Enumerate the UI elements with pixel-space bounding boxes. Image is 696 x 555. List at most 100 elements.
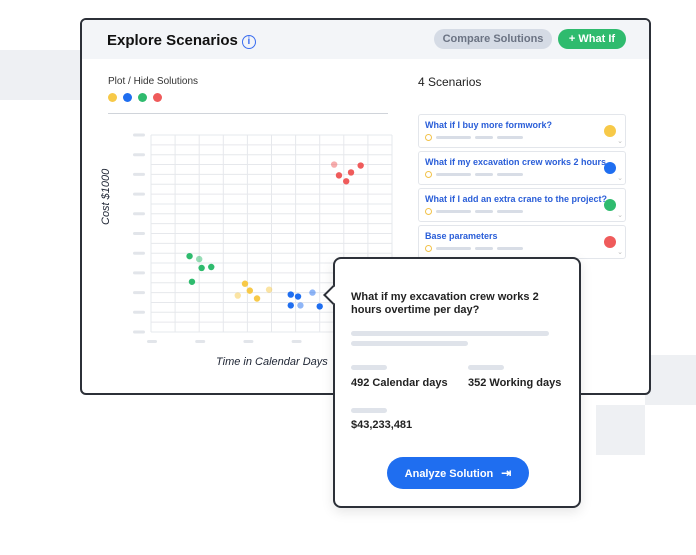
data-point <box>265 286 273 293</box>
placeholder-bar <box>475 173 493 176</box>
plot-hide-label: Plot / Hide Solutions <box>108 76 199 87</box>
decor-block <box>0 50 80 100</box>
data-point <box>309 289 316 296</box>
x-tick-placeholder <box>291 340 302 343</box>
data-point <box>316 303 323 310</box>
scenarios-count: 4 Scenarios <box>418 75 482 89</box>
chevron-down-icon[interactable]: ⌄ <box>617 138 623 145</box>
placeholder-bar <box>497 210 523 213</box>
warning-icon <box>425 208 432 215</box>
placeholder-bar <box>468 365 504 370</box>
explore-scenarios-window: Explore Scenarios i Compare Solutions + W… <box>80 18 651 395</box>
scenario-color-dot <box>604 236 616 248</box>
data-point <box>241 280 249 287</box>
y-tick-placeholder <box>133 271 145 275</box>
scenario-card[interactable]: What if I buy more formwork? ⌄ <box>418 114 626 148</box>
placeholder-bar <box>351 365 387 370</box>
export-icon: ⇥ <box>501 466 512 480</box>
data-point <box>208 263 215 271</box>
x-tick-placeholder <box>243 340 254 343</box>
y-tick-placeholder <box>133 330 145 334</box>
data-point <box>287 302 294 309</box>
data-point <box>246 287 254 294</box>
scenario-card[interactable]: Base parameters ⌄ <box>418 225 626 259</box>
data-point <box>196 255 203 263</box>
data-point <box>188 278 196 285</box>
x-tick-placeholder <box>195 340 206 343</box>
chevron-down-icon[interactable]: ⌄ <box>617 175 623 182</box>
decor-block <box>596 405 645 455</box>
placeholder-bar <box>497 136 523 139</box>
scenario-color-dot <box>604 162 616 174</box>
placeholder-bar <box>497 247 523 250</box>
y-tick-placeholder <box>133 212 145 216</box>
warning-icon <box>425 134 432 141</box>
placeholder-bar <box>475 210 493 213</box>
scenario-title: Base parameters <box>425 231 498 241</box>
cost-value: $43,233,481 <box>351 419 413 431</box>
title-text: Explore Scenarios <box>107 32 238 49</box>
analyze-label: Analyze Solution <box>404 468 494 480</box>
placeholder-bar <box>351 341 468 346</box>
data-point <box>198 264 205 272</box>
calendar-days-value: 492 Calendar days <box>351 377 448 389</box>
compare-solutions-button[interactable]: Compare Solutions <box>434 29 552 49</box>
scatter-chart <box>133 133 393 343</box>
placeholder-bar <box>436 136 471 139</box>
toggle-yellow-solution[interactable] <box>108 93 117 102</box>
y-tick-placeholder <box>133 192 145 196</box>
scenario-title: What if I buy more formwork? <box>425 120 553 130</box>
add-what-if-button[interactable]: + What If <box>558 29 626 49</box>
placeholder-bar <box>497 173 523 176</box>
scenario-title: What if my excavation crew works 2 hours… <box>425 157 614 167</box>
warning-icon <box>425 171 432 178</box>
y-tick-placeholder <box>133 133 145 137</box>
placeholder-bar <box>475 247 493 250</box>
y-tick-placeholder <box>133 251 145 255</box>
y-axis-label: Cost $1000 <box>100 168 112 225</box>
chevron-down-icon[interactable]: ⌄ <box>617 249 623 256</box>
y-tick-placeholder <box>133 153 145 157</box>
data-point <box>335 172 343 179</box>
data-point <box>186 252 193 260</box>
scenario-color-dot <box>604 125 616 137</box>
scenario-card[interactable]: What if I add an extra crane to the proj… <box>418 188 626 222</box>
placeholder-bar <box>351 408 387 413</box>
warning-icon <box>425 245 432 252</box>
x-axis-label: Time in Calendar Days <box>216 356 328 368</box>
data-point <box>330 161 338 168</box>
scenario-popup: What if my excavation crew works 2 hours… <box>323 257 581 508</box>
toggle-green-solution[interactable] <box>138 93 147 102</box>
data-point <box>253 295 261 302</box>
placeholder-bar <box>351 331 549 336</box>
placeholder-bar <box>436 247 471 250</box>
scenario-title: What if I add an extra crane to the proj… <box>425 194 608 204</box>
toggle-red-solution[interactable] <box>153 93 162 102</box>
data-point <box>287 291 294 298</box>
decor-block <box>645 355 696 405</box>
popup-question: What if my excavation crew works 2 hours… <box>351 291 539 316</box>
page-title: Explore Scenarios i <box>107 32 256 49</box>
divider <box>108 113 388 114</box>
data-point <box>297 302 304 309</box>
info-icon[interactable]: i <box>241 35 256 49</box>
data-point <box>294 293 302 300</box>
x-tick-placeholder <box>147 340 157 343</box>
toggle-blue-solution[interactable] <box>123 93 132 102</box>
data-point <box>343 178 350 185</box>
scenario-color-dot <box>604 199 616 211</box>
data-point <box>347 169 355 176</box>
plot-toggle-dots <box>108 93 162 102</box>
placeholder-bar <box>436 173 471 176</box>
working-days-value: 352 Working days <box>468 377 562 389</box>
scenario-card[interactable]: What if my excavation crew works 2 hours… <box>418 151 626 185</box>
chevron-down-icon[interactable]: ⌄ <box>617 212 623 219</box>
data-point <box>234 292 241 299</box>
analyze-solution-button[interactable]: Analyze Solution ⇥ <box>387 457 529 489</box>
placeholder-bar <box>475 136 493 139</box>
y-tick-placeholder <box>133 310 145 314</box>
placeholder-bar <box>436 210 471 213</box>
y-tick-placeholder <box>133 291 145 295</box>
window-header: Explore Scenarios i Compare Solutions + W… <box>82 20 649 59</box>
data-point <box>357 162 364 169</box>
